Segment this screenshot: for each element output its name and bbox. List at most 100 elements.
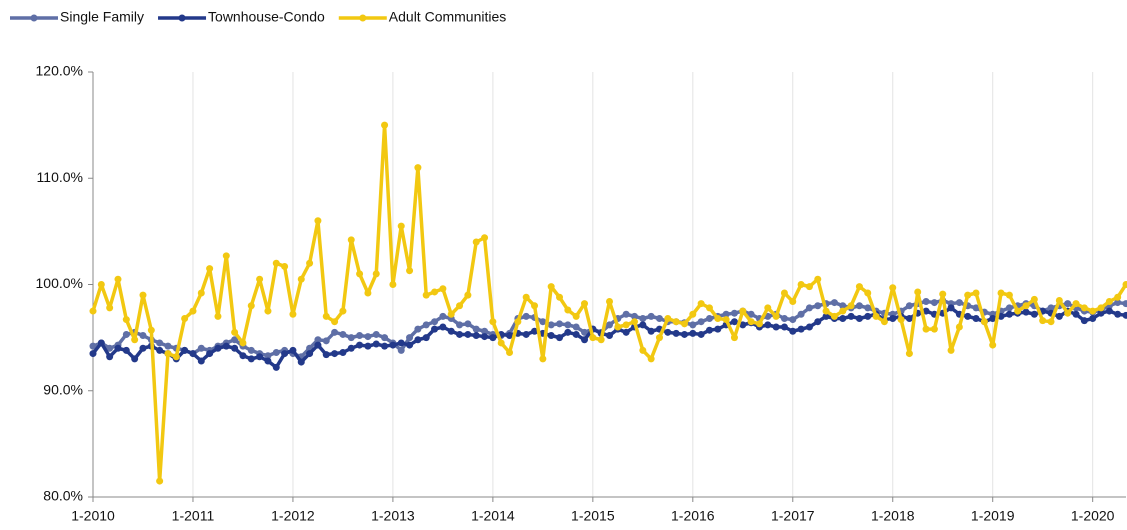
point xyxy=(847,312,855,320)
point xyxy=(664,328,672,336)
point xyxy=(822,307,830,315)
point xyxy=(614,323,622,331)
point xyxy=(1122,300,1127,308)
point xyxy=(381,342,389,350)
point xyxy=(597,336,605,344)
point xyxy=(1055,312,1063,320)
point xyxy=(905,350,913,358)
point xyxy=(905,315,913,322)
point xyxy=(697,330,705,338)
point xyxy=(639,321,647,329)
point xyxy=(339,307,347,315)
point xyxy=(564,328,572,336)
point xyxy=(439,312,447,320)
point xyxy=(855,302,863,310)
point xyxy=(314,217,322,225)
point xyxy=(356,332,364,339)
legend-marker xyxy=(359,14,367,22)
point xyxy=(456,321,464,329)
point xyxy=(131,336,139,344)
point xyxy=(339,349,347,356)
point xyxy=(589,334,597,342)
point xyxy=(1072,310,1080,318)
point xyxy=(739,307,747,315)
point xyxy=(689,321,697,329)
point xyxy=(122,346,130,354)
legend-label: Adult Communities xyxy=(389,9,507,25)
point xyxy=(289,346,297,354)
point xyxy=(697,300,705,308)
legend-marker xyxy=(178,14,186,22)
point xyxy=(464,320,472,328)
point xyxy=(997,289,1005,297)
point xyxy=(572,330,580,338)
point xyxy=(397,339,405,347)
point xyxy=(864,304,872,312)
point xyxy=(839,302,847,310)
y-tick-label: 120.0% xyxy=(36,63,83,79)
point xyxy=(581,336,589,344)
point xyxy=(189,307,197,315)
point xyxy=(689,310,697,318)
point xyxy=(206,265,214,273)
point xyxy=(964,291,972,299)
point xyxy=(214,312,222,320)
point xyxy=(506,349,514,356)
point xyxy=(356,270,364,278)
point xyxy=(789,316,797,324)
point xyxy=(680,330,688,338)
point xyxy=(281,350,289,358)
point xyxy=(805,283,813,291)
point xyxy=(1014,307,1022,315)
x-tick-label: 1-2011 xyxy=(172,508,215,524)
point xyxy=(447,310,455,318)
point xyxy=(131,355,139,363)
point xyxy=(472,238,480,246)
point xyxy=(214,344,222,352)
point xyxy=(564,321,572,329)
point xyxy=(1055,296,1063,304)
point xyxy=(889,315,897,322)
point xyxy=(406,341,414,349)
point xyxy=(1114,310,1122,318)
point xyxy=(422,321,430,329)
point xyxy=(331,318,339,326)
point xyxy=(1064,300,1072,308)
point xyxy=(564,306,572,314)
point xyxy=(264,357,272,365)
point xyxy=(730,334,738,342)
point xyxy=(139,344,147,352)
point xyxy=(1072,300,1080,308)
point xyxy=(581,300,589,308)
point xyxy=(206,350,214,358)
point xyxy=(1005,291,1013,299)
point xyxy=(964,312,972,320)
point xyxy=(739,321,747,329)
point xyxy=(730,318,738,326)
point xyxy=(431,325,439,333)
point xyxy=(647,355,655,363)
legend-marker xyxy=(30,14,38,22)
point xyxy=(664,315,672,322)
point xyxy=(647,327,655,335)
point xyxy=(955,323,963,331)
point xyxy=(730,309,738,317)
point xyxy=(581,328,589,336)
point xyxy=(556,334,564,342)
point xyxy=(464,291,472,299)
legend-label: Townhouse-Condo xyxy=(208,9,325,25)
point xyxy=(122,330,130,338)
point xyxy=(705,304,713,312)
point xyxy=(672,318,680,326)
point xyxy=(1114,299,1122,307)
point xyxy=(231,328,239,336)
point xyxy=(247,355,255,363)
point xyxy=(639,346,647,354)
point xyxy=(397,222,405,230)
point xyxy=(456,302,464,310)
point xyxy=(306,350,314,358)
point xyxy=(1122,281,1127,288)
point xyxy=(630,318,638,326)
point xyxy=(1039,317,1047,325)
point xyxy=(481,327,489,335)
